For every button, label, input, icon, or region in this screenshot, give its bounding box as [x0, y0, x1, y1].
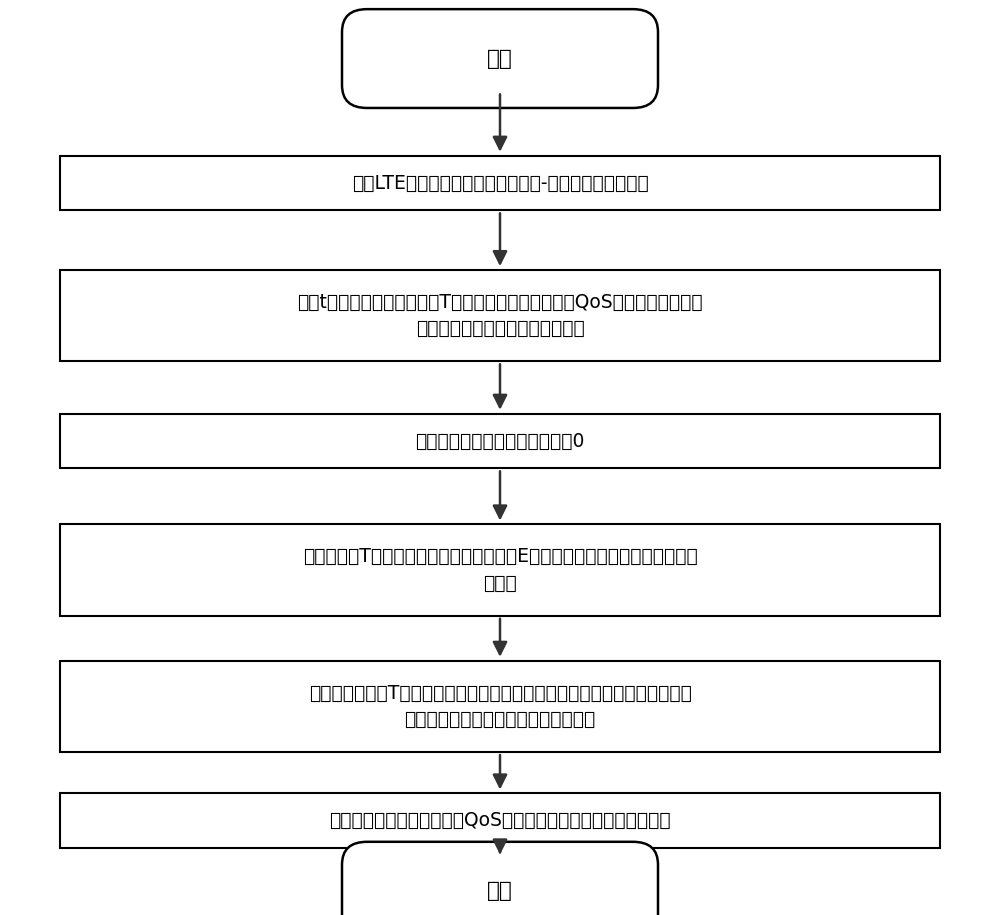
FancyBboxPatch shape: [342, 842, 658, 915]
FancyBboxPatch shape: [342, 9, 658, 108]
Bar: [60, 156, 940, 210]
Bar: [60, 414, 940, 468]
Bar: [60, 661, 940, 752]
Text: 针对LTE系统分层小区，建立宏小区-小小区架构通信系统: 针对LTE系统分层小区，建立宏小区-小小区架构通信系统: [352, 174, 648, 192]
Text: 将休眠的基站发射功率均设置为0: 将休眠的基站发射功率均设置为0: [415, 432, 585, 450]
Text: 结束: 结束: [487, 881, 513, 901]
Text: 针对t时刻开始的某个时间段T，在节能和保证用户最低QoS平衡的前提下，采
用基站休眠策略，将基站进行休眠: 针对t时刻开始的某个时间段T，在节能和保证用户最低QoS平衡的前提下，采 用基站…: [297, 293, 703, 339]
Bar: [60, 793, 940, 848]
Text: 通过仿真验证，保证了用户QoS的情况下达到基站最优的能耗节约: 通过仿真验证，保证了用户QoS的情况下达到基站最优的能耗节约: [329, 812, 671, 830]
Bar: [60, 524, 940, 616]
Text: 开始: 开始: [487, 48, 513, 69]
Text: 在下一个时间段T内，根据信道的时变特性，采用基站发射功率自适应策略来
调整各基站的发射功率减少中断的发生: 在下一个时间段T内，根据信道的时变特性，采用基站发射功率自适应策略来 调整各基站…: [309, 684, 691, 729]
Bar: [60, 270, 940, 361]
Text: 针对时间段T，计算所有小小区基站的能耗E和能量节约率，保证能量节约率达
到最大: 针对时间段T，计算所有小小区基站的能耗E和能量节约率，保证能量节约率达 到最大: [303, 547, 697, 593]
